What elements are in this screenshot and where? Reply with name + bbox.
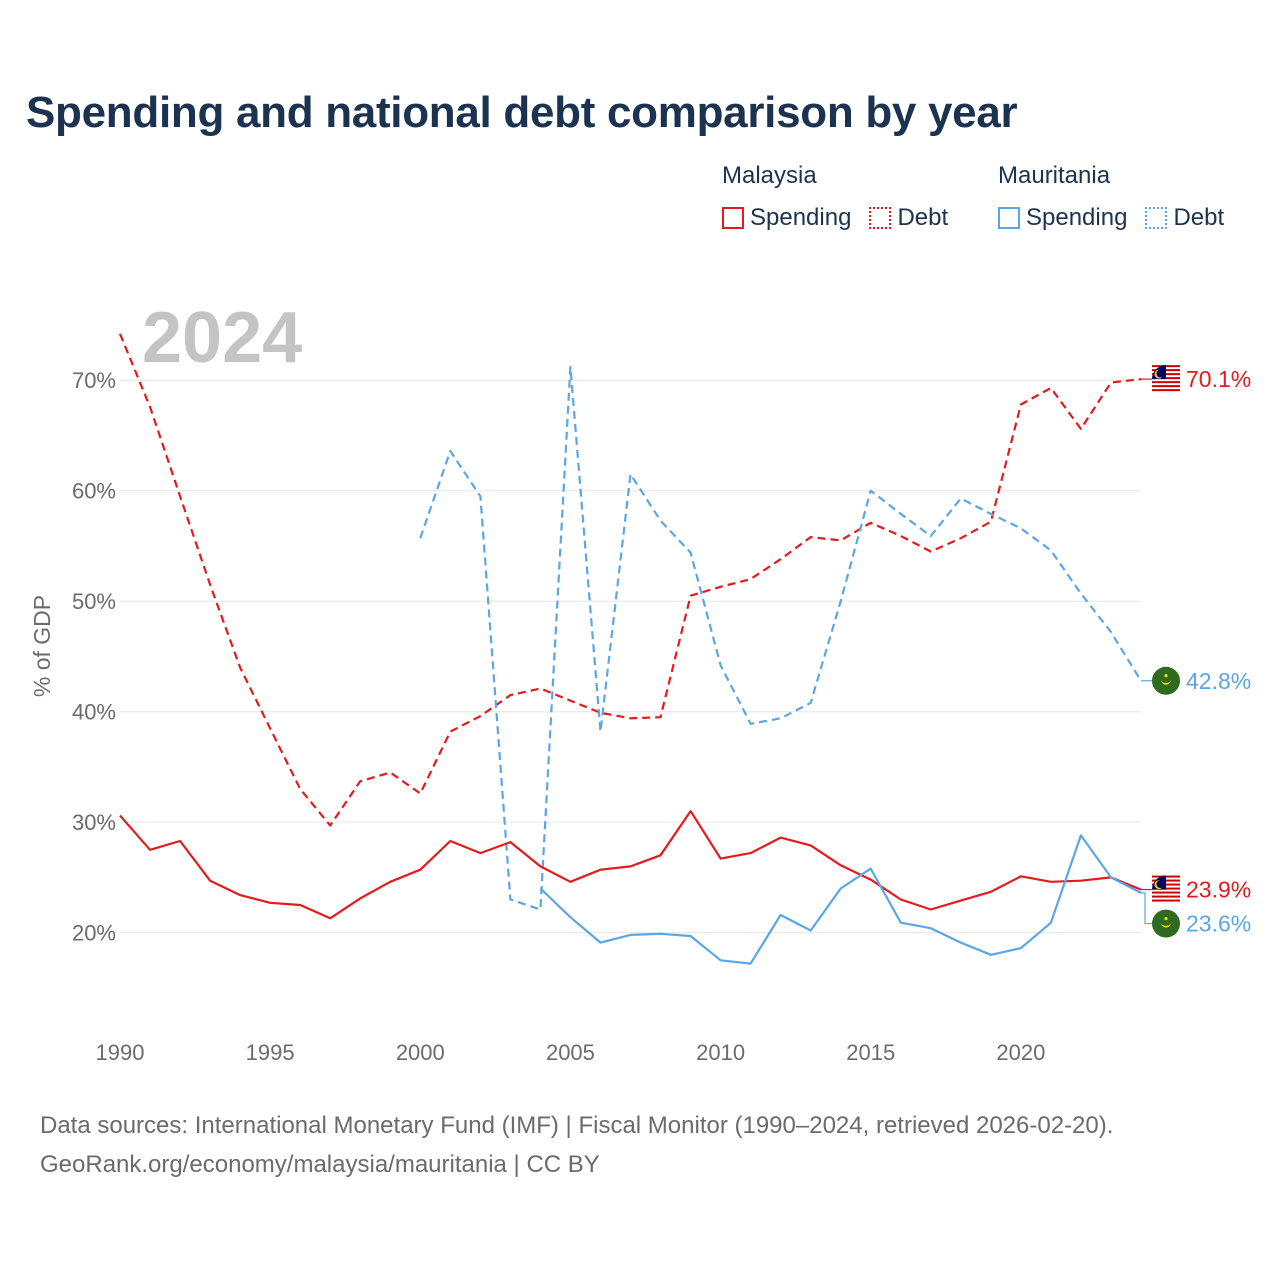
footer-attribution: GeoRank.org/economy/malaysia/mauritania … (40, 1151, 600, 1178)
x-tick-label: 2015 (846, 1040, 895, 1065)
legend-item-malaysia-spending[interactable]: Spending (722, 204, 851, 232)
series-line-malaysia-debt (118, 333, 1142, 827)
legend-country-malaysia: Malaysia (722, 162, 817, 189)
footer: Data sources: International Monetary Fun… (40, 1106, 1113, 1184)
legend-label-mauritania-spending: Spending (1026, 204, 1128, 231)
legend-swatch-malaysia-debt (869, 207, 892, 229)
y-tick-label: 20% (72, 921, 116, 946)
y-tick-label: 60% (72, 479, 116, 504)
legend-item-mauritania-spending[interactable]: Spending (998, 204, 1127, 232)
x-tick-label: 1995 (246, 1040, 295, 1065)
x-tick-label: 2005 (546, 1040, 595, 1065)
legend-label-malaysia-spending: Spending (750, 204, 852, 231)
malaysia-flag-icon (1151, 364, 1181, 394)
y-tick-label: 30% (72, 810, 116, 835)
end-value-label-malaysia-debt: 70.1% (1186, 366, 1251, 392)
malaysia-flag-icon (1151, 875, 1181, 904)
series-line-mauritania-spending (539, 834, 1142, 965)
end-value-label-mauritania-spending: 23.6% (1186, 911, 1251, 937)
legend-country-mauritania: Mauritania (998, 162, 1111, 189)
end-value-label-malaysia-spending: 23.9% (1186, 877, 1251, 903)
x-tick-label: 1990 (96, 1040, 145, 1065)
y-tick-label: 70% (72, 368, 116, 393)
legend-swatch-mauritania-debt (1145, 207, 1168, 229)
x-tick-label: 2020 (996, 1040, 1045, 1065)
footer-sources: Data sources: International Monetary Fun… (40, 1112, 1114, 1139)
end-connector-mauritania-spending (1141, 892, 1152, 925)
legend-item-malaysia-debt[interactable]: Debt (869, 204, 948, 232)
end-value-label-mauritania-debt: 42.8% (1186, 668, 1251, 694)
line-chart: 20% 30% 40% 50% 60% 70% 1990 1995 2000 2005 2010 20… (29, 298, 1251, 1065)
mauritania-flag-icon (1152, 666, 1180, 695)
legend-item-mauritania-debt[interactable]: Debt (1145, 204, 1224, 232)
legend-mauritania: Mauritania Spending Debt (998, 162, 1242, 232)
legend-swatch-malaysia-spending (722, 207, 744, 229)
series-line-mauritania-debt (419, 365, 1142, 911)
y-tick-label: 50% (72, 589, 116, 614)
legend-malaysia: Malaysia Spending Debt (722, 162, 966, 232)
mauritania-flag-icon (1152, 909, 1180, 938)
x-tick-label: 2010 (696, 1040, 745, 1065)
x-tick-label: 2000 (396, 1040, 445, 1065)
y-tick-label: 40% (72, 700, 116, 725)
legend-label-mauritania-debt: Debt (1173, 204, 1225, 231)
series-line-malaysia-spending (119, 810, 1142, 920)
year-label: 2024 (142, 298, 302, 378)
legend-label-malaysia-debt: Debt (897, 204, 949, 231)
legend-swatch-mauritania-spending (998, 207, 1020, 229)
y-axis-label: % of GDP (29, 595, 55, 697)
chart-title: Spending and national debt comparison by… (26, 88, 1018, 137)
